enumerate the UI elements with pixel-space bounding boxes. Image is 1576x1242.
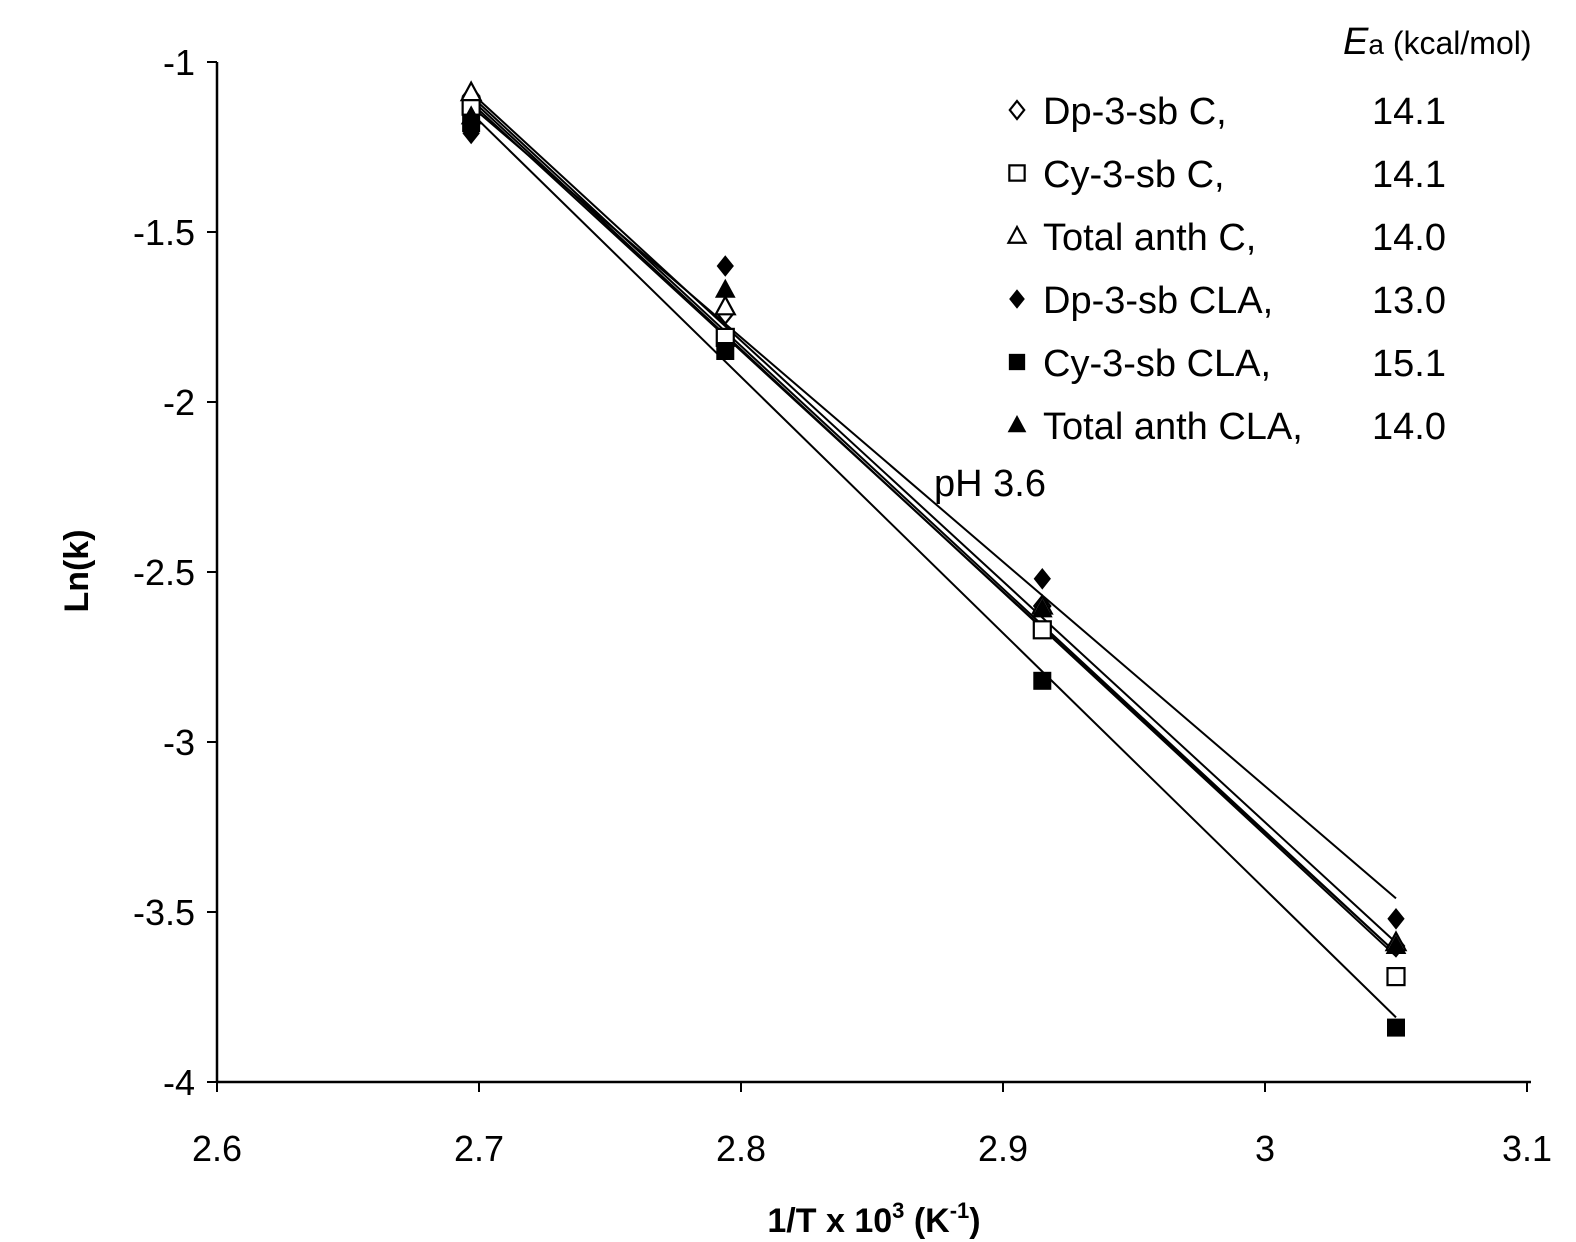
ph-annotation: pH 3.6 [934,463,1046,505]
legend-header-sub: a [1368,29,1384,60]
data-point-triangle-filled [714,278,736,298]
legend-item: Dp-3-sb C, 14.1 [1008,91,1446,133]
legend-marker [1007,414,1027,433]
legend-marker [1006,224,1028,244]
x-axis-title-close: ) [969,1202,980,1240]
legend-item: Dp-3-sb CLA, 13.0 [1009,280,1446,322]
legend-label: Total anth C, [1043,217,1256,259]
data-point-triangle-open [713,294,737,316]
x-axis-title: 1/T x 103 (K-1) [767,1198,980,1240]
axis-ticks: -1 -1.5 -2 -2.5 -3 -3.5 -4 2.6 2.7 2.8 2.9 3 3.1 [133,42,1552,1169]
legend-ea-value: 14.0 [1372,406,1446,448]
legend-ea-value: 14.0 [1372,217,1446,259]
legend-items: Dp-3-sb C, 14.1 Cy-3-sb C, 14.1 Total anth C… [1006,91,1446,448]
x-tick-label: 2.8 [716,1128,766,1169]
x-axis-title-open: (K [904,1202,950,1240]
y-tick-label: -1.5 [133,212,195,253]
legend-ea-value: 13.0 [1372,280,1446,322]
x-axis-title-main: 1/T x 10 [767,1202,892,1240]
x-axis-title-sup: 3 [892,1198,904,1223]
legend-header-symbol: E [1343,21,1369,63]
x-tick-label: 2.7 [454,1128,504,1169]
x-tick-label: 3.1 [1502,1128,1552,1169]
legend-marker [1008,164,1026,182]
y-tick-label: -1 [163,42,195,83]
legend-label: Total anth CLA, [1043,406,1303,448]
legend-header-unit: (kcal/mol) [1384,25,1532,61]
trend-line-series-5 [470,102,1397,954]
y-tick-label: -2.5 [133,552,195,593]
x-tick-label: 2.9 [978,1128,1028,1169]
data-point-triangle-filled [460,105,482,125]
y-tick-label: -3 [163,722,195,763]
axes [215,62,1531,1084]
legend-label: Dp-3-sb C, [1043,91,1227,133]
data-point-square-filled [1387,1018,1405,1037]
legend: Ea (kcal/mol) Dp-3-sb C, 14.1 Cy-3-sb C, 14… [1006,21,1532,448]
data-point-square-filled [1033,671,1052,690]
trend-lines [470,91,1397,1019]
y-tick-label: -3.5 [133,892,195,933]
y-tick-label: -2 [163,382,195,423]
data-point-triangle-filled [1031,598,1053,618]
legend-ea-value: 14.1 [1372,91,1446,133]
data-point-square-filled [716,342,735,360]
data-point-triangle-filled [1385,934,1407,954]
trend-line-series-3 [470,105,1397,900]
y-axis-title: Ln(k) [58,529,96,612]
legend-item: Cy-3-sb CLA, 15.1 [1008,343,1446,385]
data-point-diamond-filled [716,255,734,277]
legend-marker [1009,289,1025,309]
legend-marker [1008,99,1026,121]
legend-item: Total anth C, 14.0 [1006,217,1446,259]
legend-header: Ea (kcal/mol) [1343,21,1532,63]
legend-label: Dp-3-sb CLA, [1043,280,1273,322]
trend-line-series-2 [470,91,1397,944]
data-points [459,80,1408,1037]
data-point-diamond-filled [1387,907,1405,930]
y-tick-label: -4 [163,1062,195,1103]
data-point-diamond-filled [1033,567,1051,590]
x-tick-label: 3 [1255,1128,1275,1169]
x-axis-title-sup2: -1 [950,1198,970,1223]
legend-marker [1008,353,1026,371]
legend-label: Cy-3-sb CLA, [1043,343,1271,385]
data-point-square-open [1386,966,1406,987]
legend-item: Total anth CLA, 14.0 [1007,406,1446,448]
legend-ea-value: 14.1 [1372,154,1446,196]
legend-label: Cy-3-sb C, [1043,154,1225,196]
data-point-square-open [1032,620,1052,640]
legend-ea-value: 15.1 [1372,343,1446,385]
x-tick-label: 2.6 [192,1128,242,1169]
trend-line-series-4 [470,112,1397,1019]
legend-item: Cy-3-sb C, 14.1 [1008,154,1446,196]
data-point-triangle-open [459,80,483,102]
